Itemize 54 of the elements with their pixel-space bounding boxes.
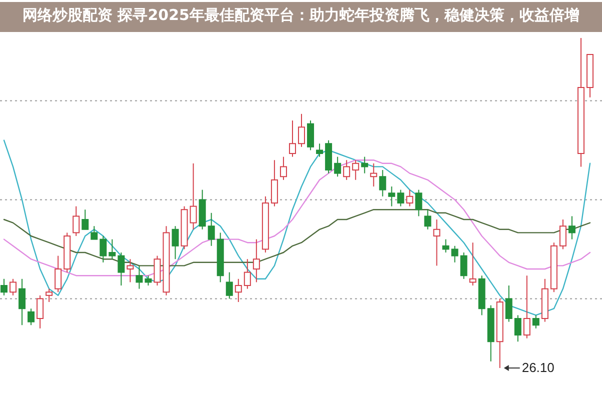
candlestick [252,238,260,283]
candlestick [54,255,62,293]
candlestick [226,272,233,300]
candlestick [234,278,242,302]
candlestick [136,265,143,290]
candlestick [154,255,161,286]
candlestick [379,170,386,197]
annotation: 26.10 [522,360,554,375]
candlestick [126,258,134,283]
candlestick [36,294,44,329]
candlestick [172,226,179,260]
candlestick [370,162,378,187]
candlestick [559,219,566,250]
candlestick [288,120,296,158]
candlestick [316,143,324,158]
candlestick [18,278,26,326]
candlestick [469,242,476,286]
candlestick [388,186,396,207]
candlestick [514,314,522,342]
candlestick [361,156,368,174]
candlestick [90,226,98,240]
candlestick [442,238,450,253]
chart-title: 网络炒股配资 探寻2025年最佳配资平台：助力蛇年投资腾飞，稳健决策，收益倍增 [22,6,580,24]
candlestick [352,160,360,180]
candlestick [46,288,53,302]
candlestick [334,156,342,178]
candlestick [406,189,414,207]
candlestick [10,278,17,296]
candlestick [451,245,458,263]
candlestick [523,275,530,339]
candlestick [270,160,278,207]
candlestick [0,278,8,296]
candlestick [343,160,350,180]
candlestick [108,238,116,260]
candlestick [424,209,432,230]
candlestick [144,275,152,286]
candlestick [280,156,287,180]
candlestick [397,189,404,207]
candlestick [532,314,540,329]
candlestick [307,120,314,151]
candlestick [505,285,512,322]
candlestick [208,212,215,246]
candlestick [190,162,197,230]
candlestick [72,206,80,236]
candlestick [460,252,468,280]
candlestick [100,236,107,263]
candlestick [568,216,576,240]
candlestick [28,308,35,326]
candlestick [244,258,251,290]
candlestick [82,209,89,230]
candlestick [433,219,440,266]
candlestick [415,189,422,217]
candlestick [298,113,306,148]
candlestick [118,252,125,286]
